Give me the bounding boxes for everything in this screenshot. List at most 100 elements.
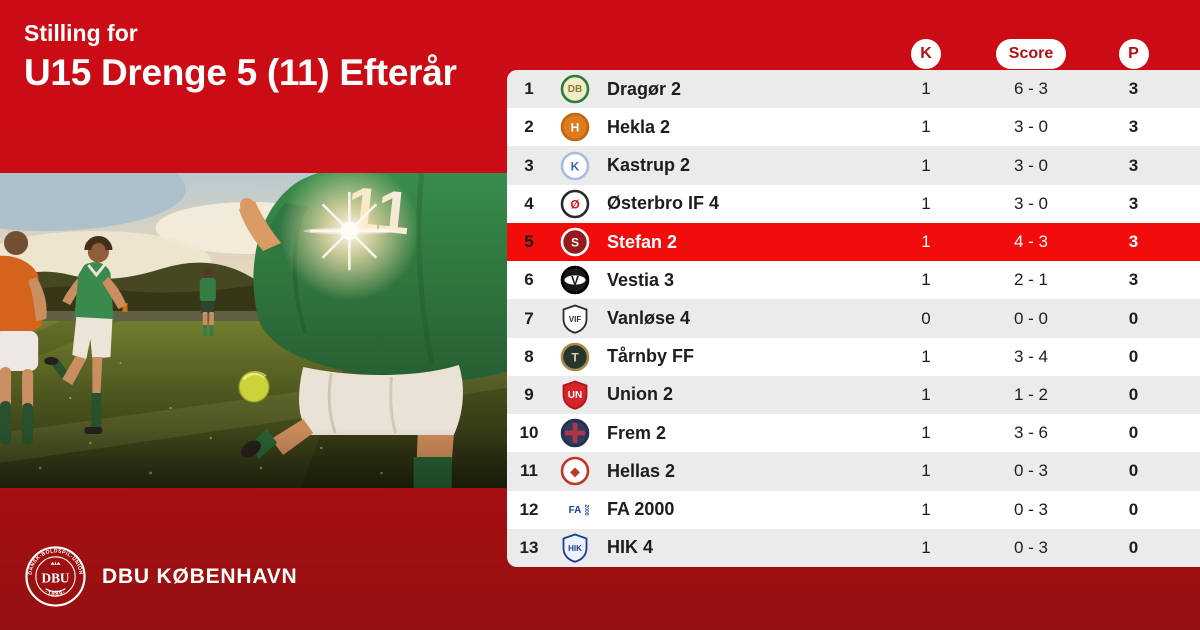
svg-text:Ø: Ø: [570, 197, 579, 211]
points: 0: [1128, 346, 1139, 366]
points: 0: [1128, 384, 1139, 404]
rank: 12: [519, 499, 539, 519]
team-name: FA 2000: [607, 499, 675, 520]
table-row: 9 UN Union 2 1 1 - 2 0: [507, 375, 1200, 415]
svg-text:VIF: VIF: [569, 315, 582, 324]
taarnby-crest-icon: T: [560, 342, 590, 372]
running-player: [44, 236, 127, 434]
points: 3: [1128, 155, 1139, 175]
svg-text:H: H: [571, 121, 580, 135]
frem-crest-icon: [560, 418, 590, 448]
goal-score: 3 - 0: [1013, 117, 1049, 137]
goal-score: 6 - 3: [1013, 79, 1049, 99]
football: [238, 371, 270, 403]
team-name: Stefan 2: [607, 231, 678, 252]
rank: 5: [524, 232, 534, 252]
points: 3: [1128, 232, 1139, 252]
svg-text:·1889·: ·1889·: [44, 590, 68, 598]
table-row: 5 S Stefan 2 1 4 - 3 3: [507, 222, 1200, 262]
svg-text:DB: DB: [568, 84, 582, 95]
rank: 9: [524, 384, 534, 404]
hekla-crest-icon: H: [560, 112, 590, 142]
table-row: 11 ◆ Hellas 2 1 0 - 3 0: [507, 452, 1200, 491]
svg-text:V: V: [571, 274, 579, 288]
matches-played: 1: [921, 346, 931, 366]
rank: 2: [524, 117, 534, 137]
points: 3: [1128, 193, 1139, 213]
pitch-boards: [0, 311, 507, 321]
goal-score: 3 - 4: [1013, 346, 1049, 366]
fa2000-crest-icon: FA 2000: [560, 495, 590, 525]
points: 3: [1128, 117, 1139, 137]
column-header-score: Score: [995, 39, 1067, 69]
goal-score: 3 - 0: [1013, 193, 1049, 213]
footer-brand: DANSK·BOLDSPIL·UNION ·1889· DBU DBU KØBE…: [24, 545, 298, 608]
team-name: Tårnby FF: [607, 346, 695, 367]
matches-played: 1: [921, 499, 931, 519]
matches-played: 1: [921, 270, 931, 290]
matches-played: 1: [921, 232, 931, 252]
oesterbro-crest-icon: Ø: [560, 189, 590, 219]
far-player-green: [199, 268, 216, 336]
points: 0: [1128, 537, 1139, 557]
goal-score: 3 - 0: [1013, 155, 1049, 175]
vanloese-crest-icon: VIF: [560, 304, 590, 334]
team-name: Hellas 2: [607, 460, 676, 481]
table-row: 6 V Vestia 3 1 2 - 1 3: [507, 261, 1200, 300]
matches-played: 1: [921, 79, 931, 99]
table-row: 4 Ø Østerbro IF 4 1 3 - 0 3: [507, 184, 1200, 223]
far-player-orange: [122, 303, 128, 312]
rank: 1: [524, 79, 534, 99]
team-name: Vanløse 4: [607, 308, 691, 329]
dragoer-crest-icon: DB: [560, 74, 590, 104]
matches-played: 1: [921, 461, 931, 481]
team-name: Østerbro IF 4: [607, 193, 720, 214]
team-name: Kastrup 2: [607, 155, 691, 176]
title-block: Stilling for U15 Drenge 5 (11) Efterår: [24, 20, 457, 93]
svg-text:FA: FA: [569, 505, 582, 516]
match-photo-illustration: 11: [0, 173, 507, 488]
matches-played: 1: [921, 155, 931, 175]
table-row: 2 H Hekla 2 1 3 - 0 3: [507, 108, 1200, 147]
column-header-p: P: [1118, 39, 1149, 69]
matches-played: 1: [921, 423, 931, 443]
svg-text:◆: ◆: [569, 465, 580, 479]
goal-score: 0 - 0: [1013, 308, 1049, 328]
goal-score: 4 - 3: [1013, 232, 1049, 252]
points: 3: [1128, 270, 1139, 290]
team-name: Union 2: [607, 384, 673, 405]
seal-year: ·1889·: [44, 590, 67, 598]
table-column-headers: K Score P: [507, 38, 1200, 70]
points: 3: [1128, 79, 1139, 99]
goal-score: 1 - 2: [1013, 384, 1049, 404]
rank: 13: [519, 537, 539, 557]
matches-played: 1: [921, 384, 931, 404]
stefan-crest-icon: S: [560, 227, 590, 257]
rank: 10: [519, 423, 539, 443]
team-name: HIK 4: [607, 537, 654, 558]
matches-played: 0: [921, 308, 931, 328]
union-crest-icon: UN: [560, 380, 590, 410]
rank: 4: [524, 193, 534, 213]
rank: 6: [524, 270, 534, 290]
seal-monogram: DBU: [41, 570, 69, 585]
vestia-crest-icon: V: [560, 265, 590, 295]
goal-score: 0 - 3: [1013, 461, 1049, 481]
points: 0: [1128, 423, 1139, 443]
sun-flare: [279, 173, 420, 301]
team-name: Frem 2: [607, 422, 667, 443]
team-name: Hekla 2: [607, 116, 671, 137]
goal-score: 0 - 3: [1013, 499, 1049, 519]
page-subtitle: Stilling for: [24, 20, 138, 46]
table-row: 8 T Tårnby FF 1 3 - 4 0: [507, 337, 1200, 376]
points: 0: [1128, 308, 1139, 328]
svg-text:2000: 2000: [583, 504, 589, 515]
goal-score: 3 - 6: [1013, 423, 1049, 443]
hellas-crest-icon: ◆: [560, 456, 590, 486]
rank: 3: [524, 155, 534, 175]
table-row: 10 Frem 2 1 3 - 6 0: [507, 414, 1200, 453]
hik-crest-icon: HIK: [560, 533, 590, 563]
table-row: 3 K Kastrup 2 1 3 - 0 3: [507, 146, 1200, 185]
rank: 11: [520, 461, 538, 481]
